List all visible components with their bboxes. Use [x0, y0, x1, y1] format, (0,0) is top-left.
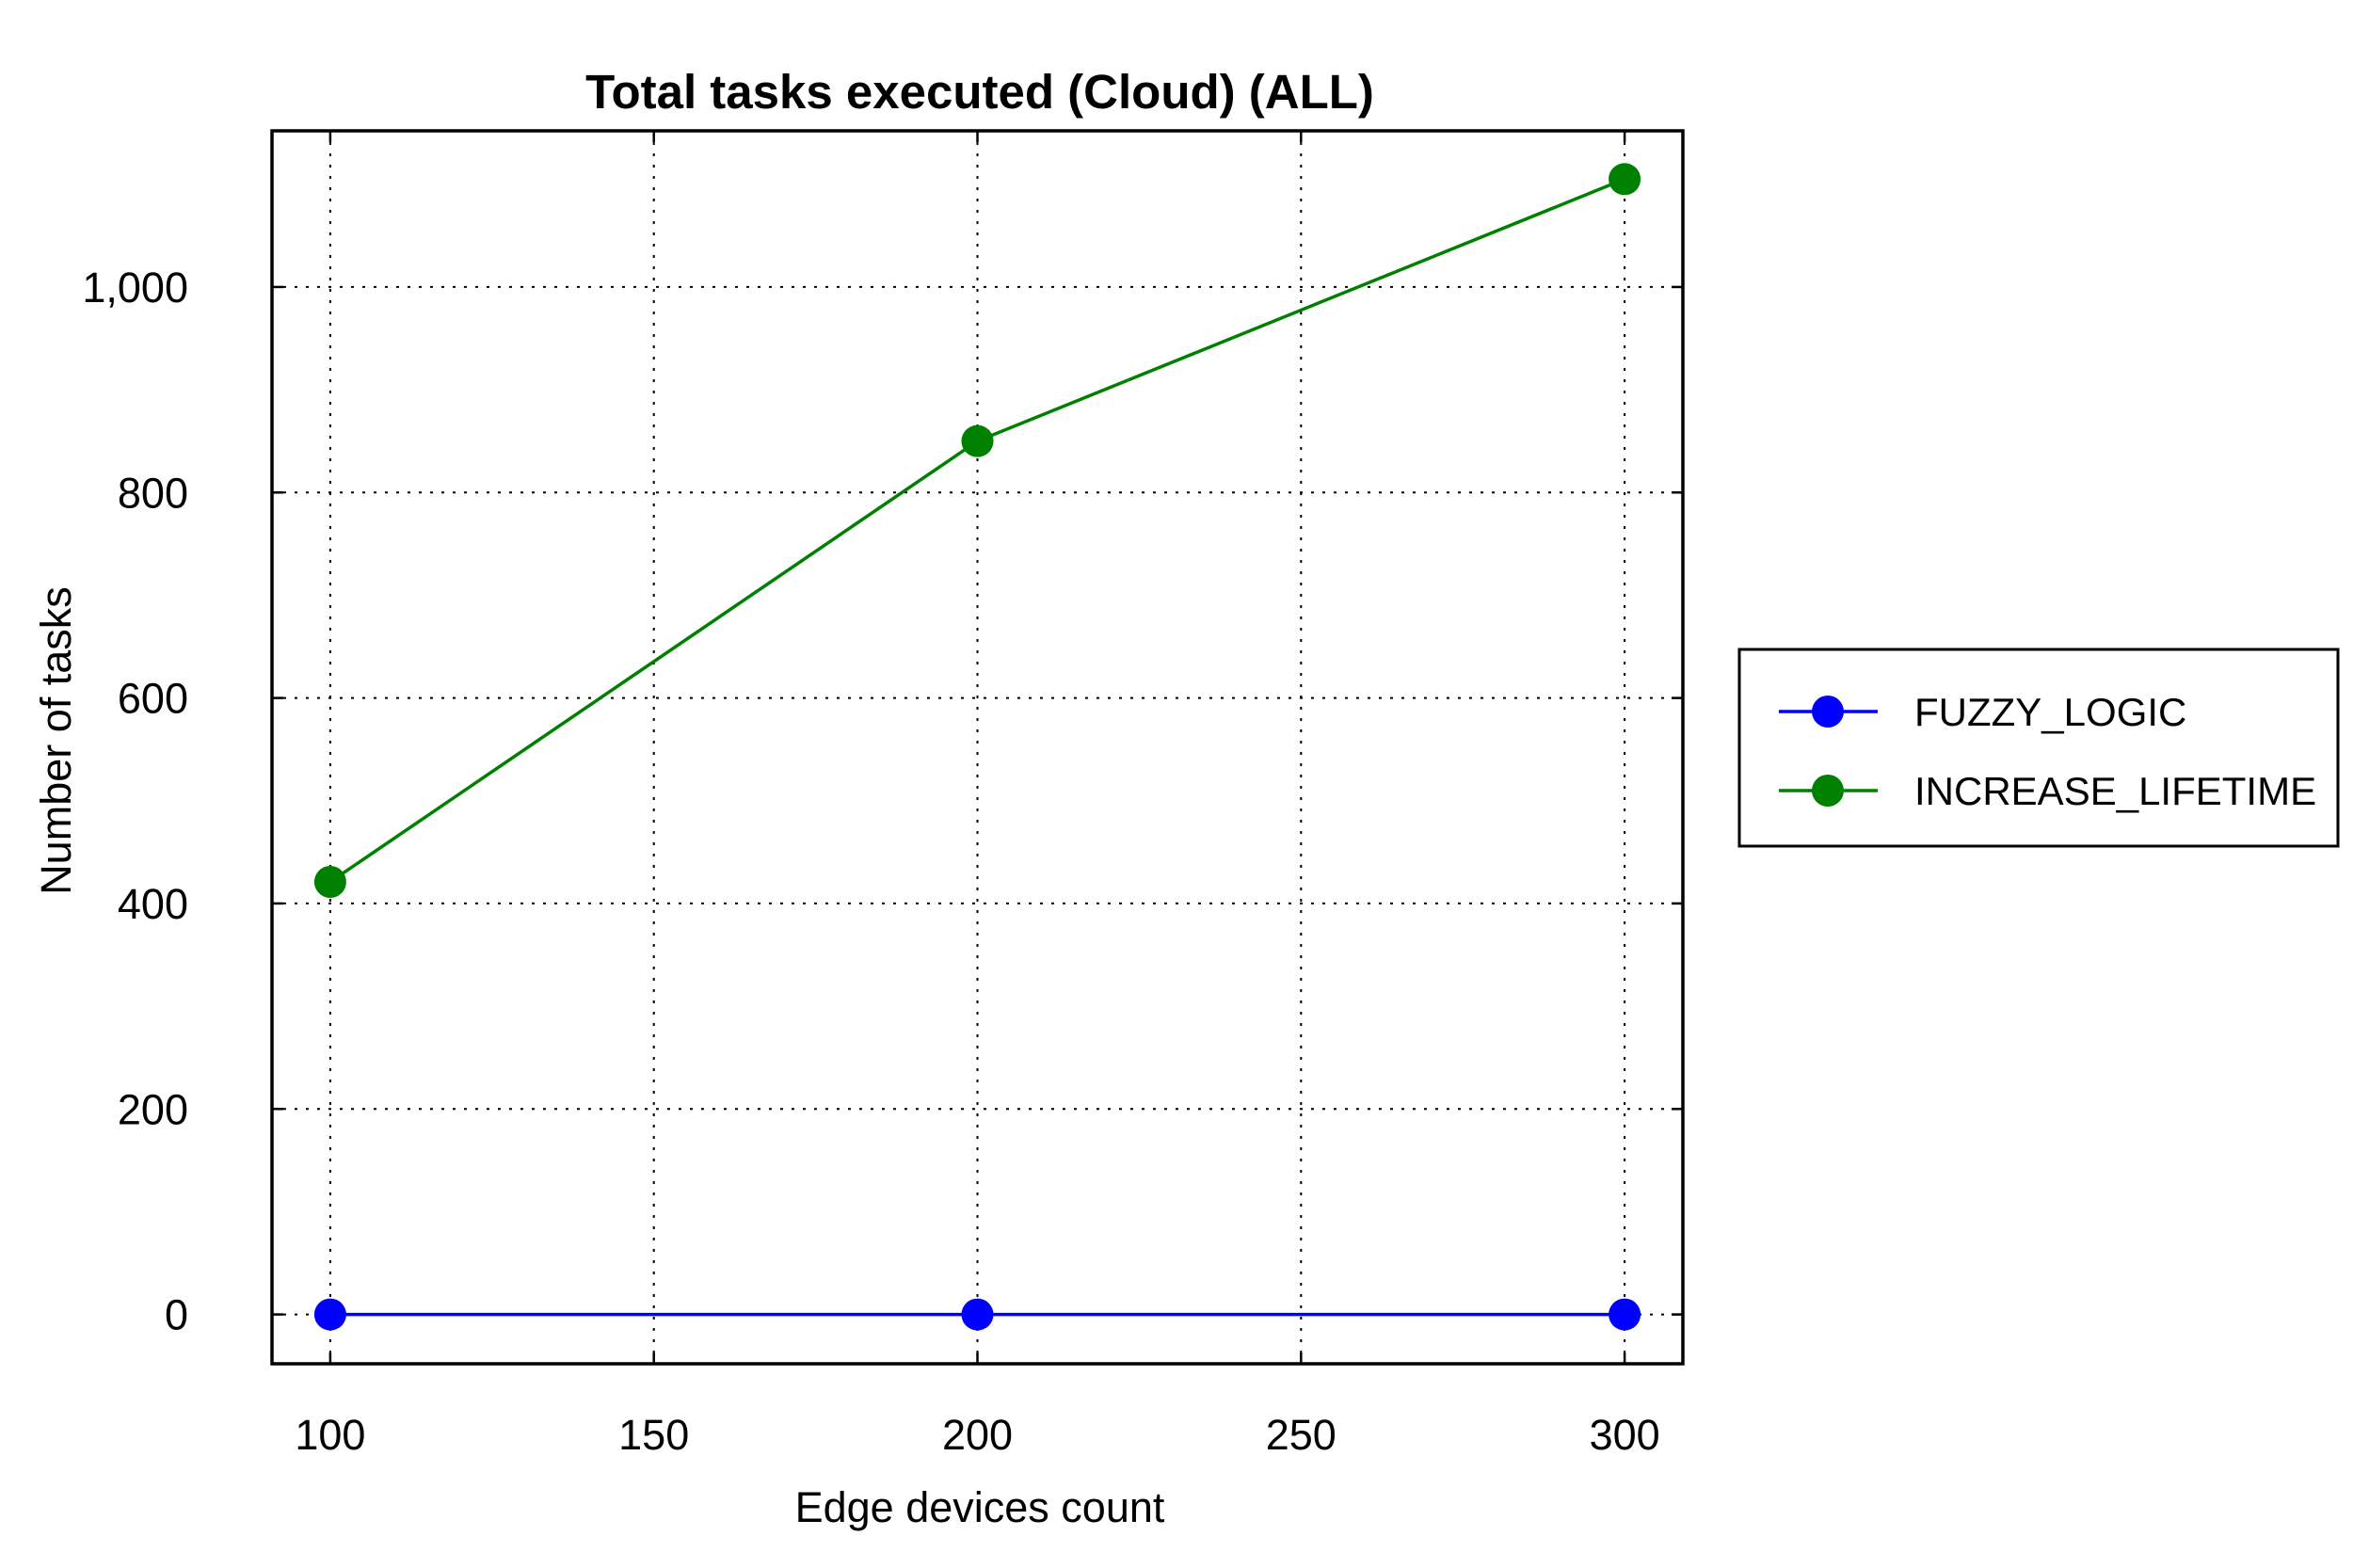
axis-ticks: [272, 131, 1683, 1364]
series-layer: [313, 163, 1641, 1331]
y-tick-label: 600: [118, 675, 188, 723]
y-axis-label: Number of tasks: [32, 586, 80, 895]
series-fuzzy-logic: [313, 1298, 1641, 1331]
y-tick-labels: 0 200 400 600 800 1,000: [82, 264, 188, 1339]
plot-frame: [270, 129, 1685, 1366]
legend-item: FUZZY_LOGIC: [1779, 690, 2186, 734]
data-point: [1609, 1298, 1641, 1331]
legend-item: INCREASE_LIFETIME: [1779, 769, 2316, 813]
grid: [272, 131, 1683, 1364]
x-tick-label: 100: [295, 1411, 365, 1459]
y-tick-label: 200: [118, 1085, 188, 1133]
legend-label: FUZZY_LOGIC: [1914, 690, 2186, 734]
series-increase-lifetime: [313, 163, 1641, 899]
data-point: [1609, 163, 1641, 196]
y-tick-label: 0: [165, 1291, 188, 1339]
legend-marker: [1812, 696, 1844, 728]
y-tick-label: 400: [118, 880, 188, 928]
x-axis-label: Edge devices count: [795, 1483, 1165, 1531]
y-tick-label: 1,000: [82, 264, 188, 312]
legend-marker: [1812, 775, 1844, 807]
legend-label: INCREASE_LIFETIME: [1914, 769, 2316, 813]
data-point: [961, 424, 994, 457]
x-tick-label: 150: [618, 1411, 689, 1459]
x-tick-label: 250: [1266, 1411, 1337, 1459]
x-tick-labels: 100 150 200 250 300: [295, 1411, 1659, 1459]
data-point: [313, 866, 346, 899]
x-tick-label: 300: [1590, 1411, 1660, 1459]
x-tick-label: 200: [942, 1411, 1013, 1459]
legend: FUZZY_LOGIC INCREASE_LIFETIME: [1737, 648, 2340, 848]
chart-title: Total tasks executed (Cloud) (ALL): [585, 65, 1374, 119]
legend-box: [1737, 648, 2340, 848]
data-point: [313, 1298, 346, 1331]
data-point: [961, 1298, 994, 1331]
y-tick-label: 800: [118, 469, 188, 517]
